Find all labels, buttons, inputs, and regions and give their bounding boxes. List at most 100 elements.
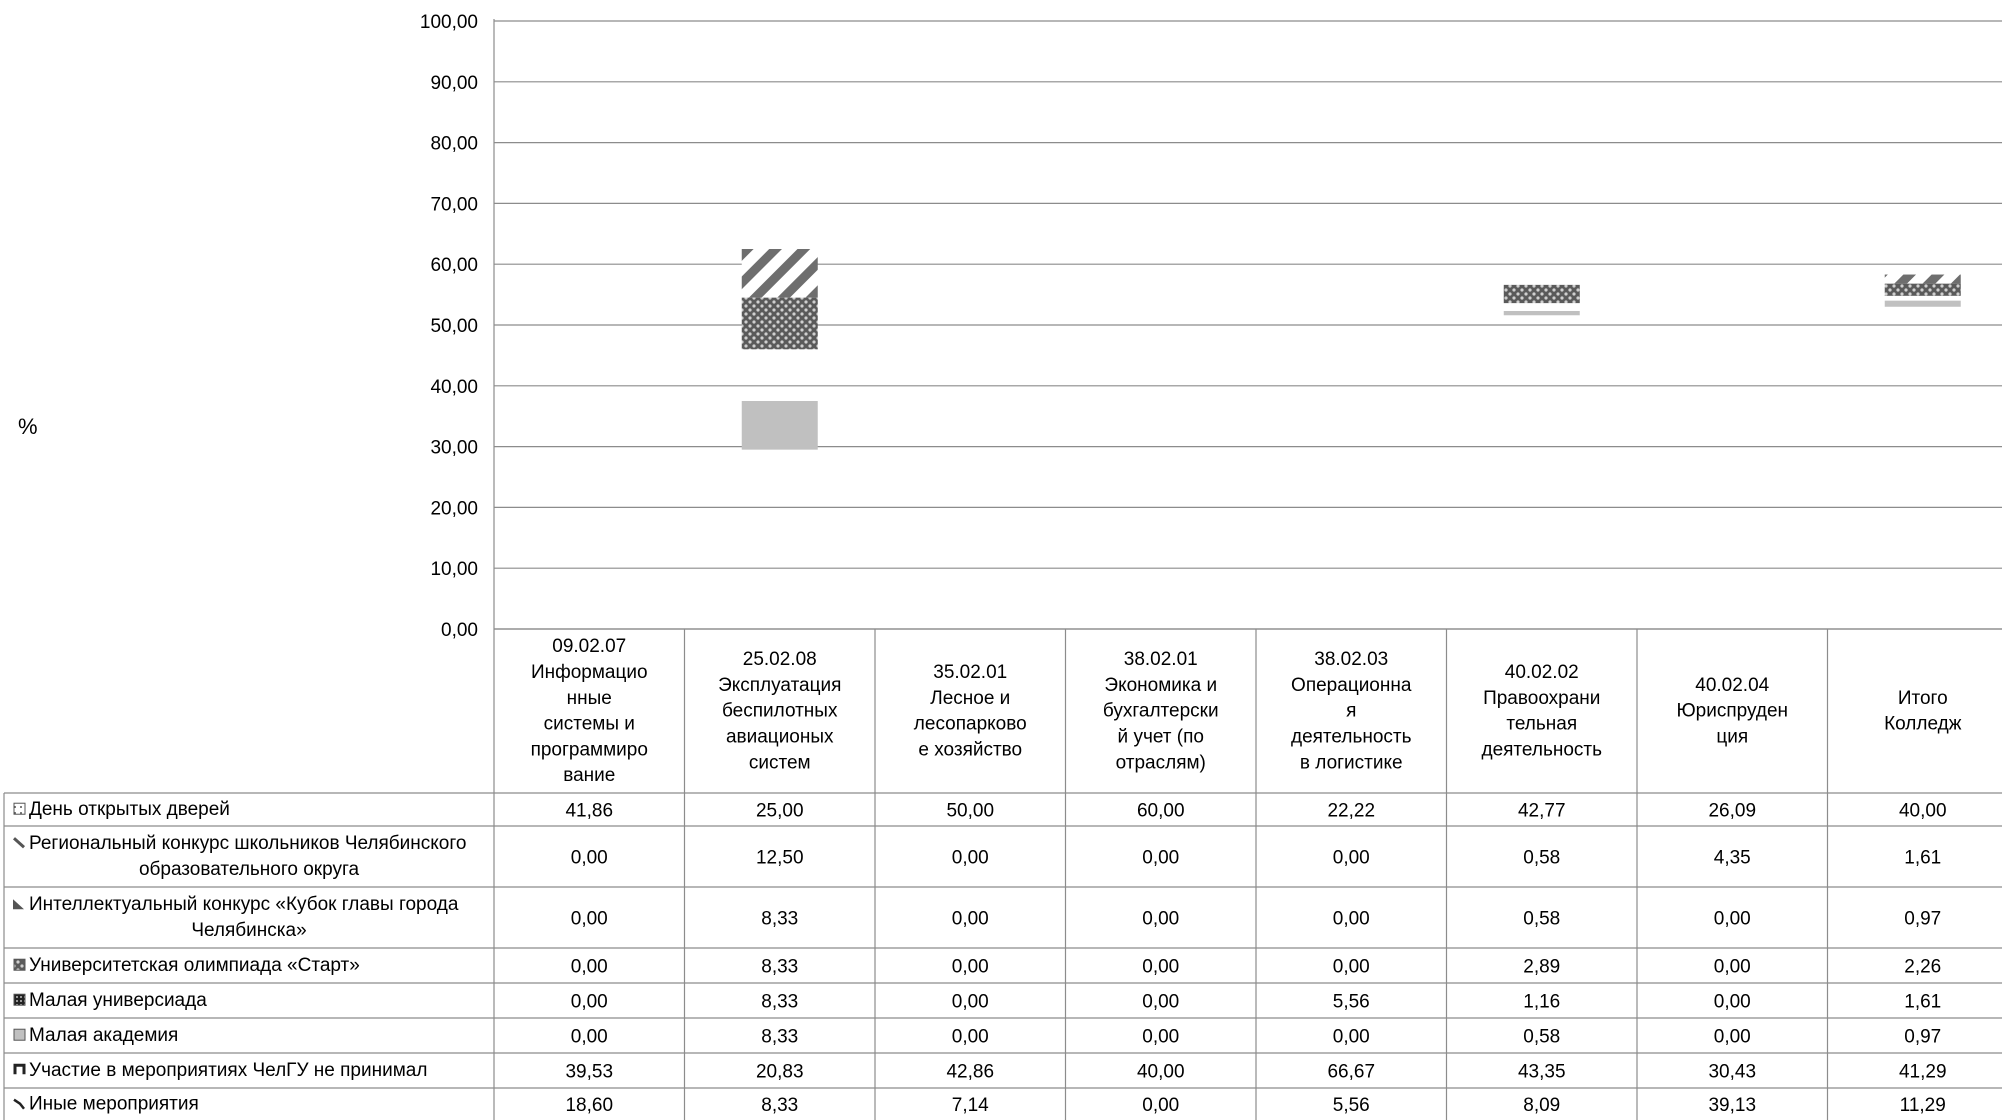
series-name: Интеллектуальный конкурс «Кубок главы го… xyxy=(29,894,459,915)
table-value: 42,86 xyxy=(946,1062,994,1083)
table-value: 40,00 xyxy=(1899,801,1947,822)
category-label: авиационых xyxy=(726,726,834,747)
table-value: 25,00 xyxy=(756,801,804,822)
legend-key xyxy=(13,1063,26,1075)
bar-segment xyxy=(741,249,818,298)
table-value: 26,09 xyxy=(1708,801,1756,822)
table-value: 22,22 xyxy=(1327,801,1375,822)
table-value: 0,00 xyxy=(952,992,989,1013)
table-value: 0,00 xyxy=(1714,992,1751,1013)
y-tick-label: 90,00 xyxy=(430,73,478,94)
table-value: 1,61 xyxy=(1904,992,1941,1013)
series-name: Малая академия xyxy=(29,1025,178,1046)
series-name: Челябинска» xyxy=(191,920,306,941)
series-name: Региональный конкурс школьников Челябинс… xyxy=(29,833,466,854)
table-value: 60,00 xyxy=(1137,801,1185,822)
y-tick-label: 0,00 xyxy=(441,620,478,641)
data-table: 09.02.07 Информацио нные системы и программи… xyxy=(3,628,2002,1120)
category-label: 40.02.02 xyxy=(1505,662,1579,683)
table-value: 0,00 xyxy=(1142,1027,1179,1048)
y-tick-label: 20,00 xyxy=(430,498,478,519)
category-label: вание xyxy=(563,765,615,786)
table-value: 11,29 xyxy=(1900,1095,1946,1116)
y-tick-label: 30,00 xyxy=(430,438,478,459)
category-label: 09.02.07 xyxy=(552,636,626,657)
legend-key xyxy=(13,802,26,815)
table-value: 42,77 xyxy=(1518,801,1566,822)
table-value: 0,00 xyxy=(1142,992,1179,1013)
category-label: Итого xyxy=(1898,688,1948,709)
series-name: Университетская олимпиада «Старт» xyxy=(29,955,360,976)
category-label: 40.02.04 xyxy=(1695,675,1769,696)
table-value: 39,13 xyxy=(1708,1095,1756,1116)
bar-segment xyxy=(741,401,818,450)
category-label: систем xyxy=(749,752,811,773)
table-value: 41,86 xyxy=(565,801,613,822)
table-value: 0,00 xyxy=(571,992,608,1013)
table-value: 0,00 xyxy=(1714,909,1751,930)
table-value: 8,33 xyxy=(761,1095,798,1116)
category-label: й учет (по xyxy=(1118,726,1204,747)
table-value: 43,35 xyxy=(1518,1062,1566,1083)
category-label: я xyxy=(1346,701,1356,722)
table-value: 0,00 xyxy=(1142,957,1179,978)
category-label: ция xyxy=(1716,726,1748,747)
legend-key xyxy=(13,1098,25,1110)
table-value: 0,58 xyxy=(1523,1027,1560,1048)
y-axis: 0,00 10,00 20,00 30,00 40,00 50,00 60,00 70,00 8… xyxy=(420,12,495,641)
table-value: 5,56 xyxy=(1333,992,1370,1013)
category-label: Колледж xyxy=(1884,714,1962,735)
series-name: образовательного округа xyxy=(139,859,360,880)
series-name: Малая универсиада xyxy=(29,990,207,1011)
table-value: 50,00 xyxy=(946,801,994,822)
legend-key xyxy=(13,1028,26,1041)
series-name: Иные мероприятия xyxy=(29,1094,199,1115)
y-tick-label: 60,00 xyxy=(430,255,478,276)
legend-key xyxy=(13,958,26,971)
bar-segment xyxy=(1503,311,1580,316)
category-label: Информацио xyxy=(531,662,648,683)
table-value: 39,53 xyxy=(565,1062,613,1083)
table-value: 0,00 xyxy=(571,848,608,869)
table-value: 8,09 xyxy=(1523,1095,1560,1116)
table-value: 0,00 xyxy=(952,909,989,930)
table-value: 0,00 xyxy=(952,848,989,869)
y-tick-label: 40,00 xyxy=(430,377,478,398)
legend-key xyxy=(12,837,26,849)
series-name: День открытых дверей xyxy=(29,799,230,820)
table-value: 0,00 xyxy=(1333,957,1370,978)
category-label: Операционна xyxy=(1291,675,1412,696)
category-label: Экономика и xyxy=(1104,675,1217,696)
table-value: 20,83 xyxy=(756,1062,804,1083)
category-label: 25.02.08 xyxy=(743,649,817,670)
gridlines xyxy=(494,20,2002,630)
category-label: отраслям) xyxy=(1116,752,1206,773)
category-label: в логистике xyxy=(1300,752,1403,773)
table-value: 7,14 xyxy=(952,1095,989,1116)
table-value: 0,00 xyxy=(1333,1027,1370,1048)
table-value: 0,00 xyxy=(1333,848,1370,869)
series-name: Участие в мероприятиях ЧелГУ не принимал xyxy=(29,1060,427,1081)
table-value: 4,35 xyxy=(1714,848,1751,869)
table-value: 18,60 xyxy=(565,1095,613,1116)
table-value: 2,89 xyxy=(1523,957,1560,978)
category-label: беспилотных xyxy=(722,701,838,722)
category-label: 38.02.03 xyxy=(1314,649,1388,670)
table-value: 0,00 xyxy=(571,957,608,978)
bar-segment xyxy=(1884,274,1961,284)
category-label: тельная xyxy=(1506,714,1577,735)
bar-segment xyxy=(1884,300,1961,307)
bar-segment xyxy=(1884,283,1961,296)
bar-segment xyxy=(741,297,818,350)
table-value: 66,67 xyxy=(1327,1062,1375,1083)
table-value: 0,00 xyxy=(571,909,608,930)
category-label: лесопарково xyxy=(914,714,1027,735)
table-value: 1,61 xyxy=(1904,848,1941,869)
table-value: 41,29 xyxy=(1899,1062,1947,1083)
category-label: нные xyxy=(567,688,612,709)
category-label: деятельность xyxy=(1481,739,1602,760)
bar-segment xyxy=(1503,284,1580,304)
category-label: 35.02.01 xyxy=(933,662,1007,683)
table-value: 0,00 xyxy=(1142,909,1179,930)
